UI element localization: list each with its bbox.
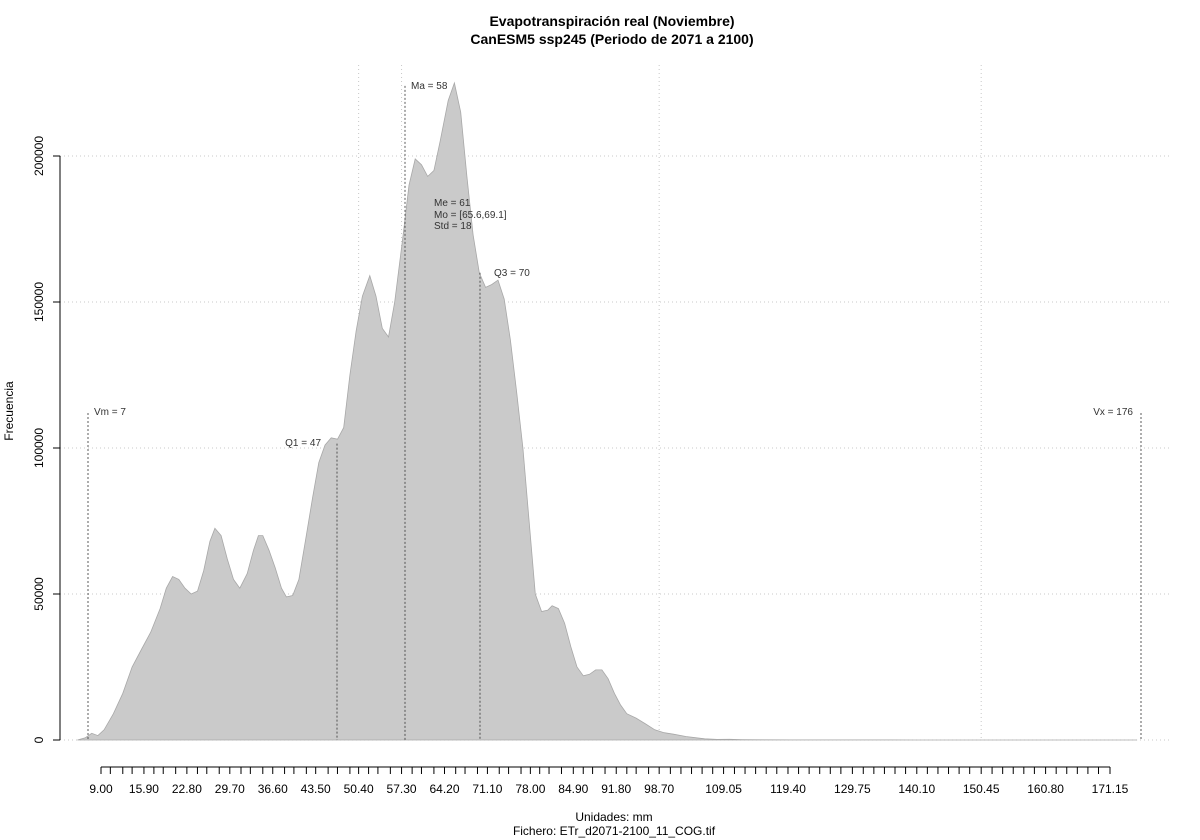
stat-annotation-label: Q3 = 70: [494, 268, 530, 279]
x-axis-label: Unidades: mm: [575, 810, 652, 824]
x-tick-label: 50.40: [344, 782, 374, 796]
y-tick-label: 0: [32, 736, 46, 743]
x-tick-label: 150.45: [963, 782, 1000, 796]
chart-subtitle: CanESM5 ssp245 (Periodo de 2071 a 2100): [470, 31, 753, 47]
file-caption: Fichero: ETr_d2071-2100_11_COG.tif: [513, 824, 716, 838]
frequency-area: [77, 81, 1138, 741]
x-tick-label: 109.05: [705, 782, 742, 796]
x-tick-label: 91.80: [601, 782, 631, 796]
x-tick-label: 171.15: [1092, 782, 1129, 796]
x-tick-label: 84.90: [558, 782, 588, 796]
stat-annotation-label: Ma = 58: [411, 81, 448, 92]
x-tick-label: 9.00: [89, 782, 113, 796]
x-tick-label: 119.40: [770, 782, 806, 796]
x-tick-label: 15.90: [129, 782, 159, 796]
x-tick-label: 160.80: [1027, 782, 1064, 796]
x-tick-label: 36.60: [258, 782, 288, 796]
y-tick-label: 200000: [32, 136, 46, 176]
stat-annotation-label: Q1 = 47: [285, 438, 321, 449]
chart-title: Evapotranspiración real (Noviembre): [489, 13, 734, 29]
y-tick-label: 50000: [32, 577, 46, 611]
x-tick-label: 57.30: [387, 782, 417, 796]
x-tick-label: 129.75: [834, 782, 871, 796]
stat-annotation-label: Std = 18: [434, 221, 472, 232]
stat-annotation-label: Mo = [65.6,69.1]: [434, 210, 507, 221]
stat-annotation-label: Vm = 7: [94, 407, 126, 418]
x-tick-label: 64.20: [429, 782, 459, 796]
y-axis-label: Frecuencia: [2, 381, 16, 441]
x-tick-label: 71.10: [472, 782, 502, 796]
stat-annotation-label: Me = 61: [434, 198, 471, 209]
y-tick-label: 100000: [32, 428, 46, 468]
stat-annotation-label: Vx = 176: [1093, 407, 1133, 418]
y-tick-label: 150000: [32, 282, 46, 322]
x-tick-label: 43.50: [301, 782, 331, 796]
x-tick-label: 22.80: [172, 782, 202, 796]
axes: 0 50000 100000 150000 200000 9.00 15.90 22.80 29…: [32, 136, 1129, 796]
area-series: [77, 81, 1138, 741]
x-tick-label: 78.00: [515, 782, 545, 796]
x-tick-label: 98.70: [644, 782, 674, 796]
x-tick-label: 29.70: [215, 782, 245, 796]
x-tick-label: 140.10: [898, 782, 935, 796]
